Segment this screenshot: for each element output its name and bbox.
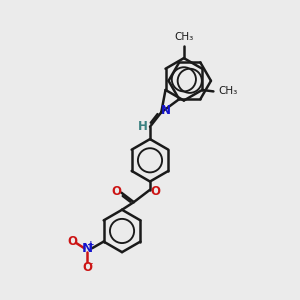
Text: CH₃: CH₃ [174, 32, 194, 42]
Text: O: O [112, 185, 122, 198]
Text: O: O [82, 260, 92, 274]
Text: ⁻: ⁻ [88, 261, 93, 271]
Text: O: O [67, 235, 77, 248]
Text: N: N [161, 104, 171, 117]
Text: +: + [88, 240, 95, 249]
Text: O: O [150, 185, 160, 198]
Text: N: N [81, 242, 92, 255]
Text: CH₃: CH₃ [218, 86, 237, 96]
Text: H: H [138, 120, 148, 133]
